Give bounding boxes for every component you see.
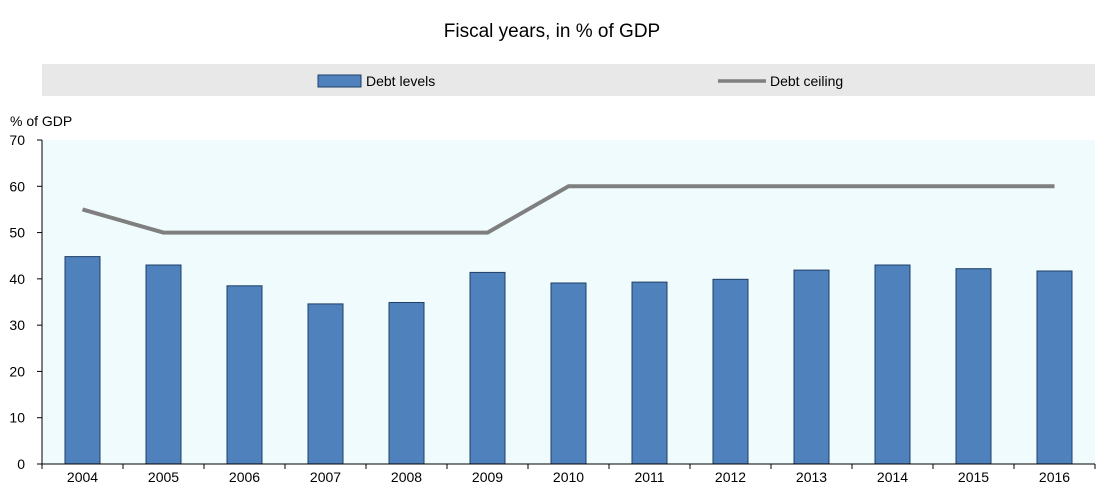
y-tick-label-20: 20: [9, 363, 25, 379]
y-tick-label-60: 60: [9, 178, 25, 194]
legend-label-debt-ceiling: Debt ceiling: [770, 73, 843, 89]
y-tick-label-40: 40: [9, 271, 25, 287]
y-tick-label-0: 0: [17, 456, 25, 472]
bar-2005: [146, 265, 181, 464]
bar-2014: [875, 265, 910, 464]
x-tick-label-2012: 2012: [715, 469, 746, 484]
bar-2004: [65, 257, 100, 464]
legend-label-debt-levels: Debt levels: [366, 73, 435, 89]
y-axis-label: % of GDP: [10, 113, 72, 129]
y-tick-label-10: 10: [9, 410, 25, 426]
x-tick-label-2010: 2010: [553, 469, 584, 484]
bar-2016: [1037, 271, 1072, 464]
x-tick-label-2007: 2007: [310, 469, 341, 484]
legend-swatch-debt-levels: [318, 75, 361, 87]
bar-2008: [389, 303, 424, 465]
x-tick-label-2015: 2015: [958, 469, 989, 484]
bar-2007: [308, 304, 343, 464]
x-tick-label-2006: 2006: [229, 469, 260, 484]
chart-title: Fiscal years, in % of GDP: [444, 21, 660, 42]
bar-2009: [470, 272, 505, 464]
x-tick-label-2008: 2008: [391, 469, 422, 484]
x-tick-label-2016: 2016: [1039, 469, 1070, 484]
bar-2006: [227, 286, 262, 464]
x-tick-label-2014: 2014: [877, 469, 908, 484]
y-tick-label-70: 70: [9, 132, 25, 148]
x-tick-label-2009: 2009: [472, 469, 503, 484]
y-tick-label-50: 50: [9, 225, 25, 241]
y-tick-label-30: 30: [9, 317, 25, 333]
x-tick-label-2005: 2005: [148, 469, 179, 484]
legend: Debt levels Debt ceiling: [42, 64, 1095, 96]
x-tick-label-2013: 2013: [796, 469, 827, 484]
bar-2010: [551, 283, 586, 464]
bar-2012: [713, 279, 748, 464]
x-tick-label-2004: 2004: [67, 469, 98, 484]
x-tick-label-2011: 2011: [634, 469, 664, 484]
legend-background: [42, 64, 1095, 96]
bar-2015: [956, 269, 991, 464]
bar-2011: [632, 282, 667, 464]
bar-2013: [794, 270, 829, 464]
